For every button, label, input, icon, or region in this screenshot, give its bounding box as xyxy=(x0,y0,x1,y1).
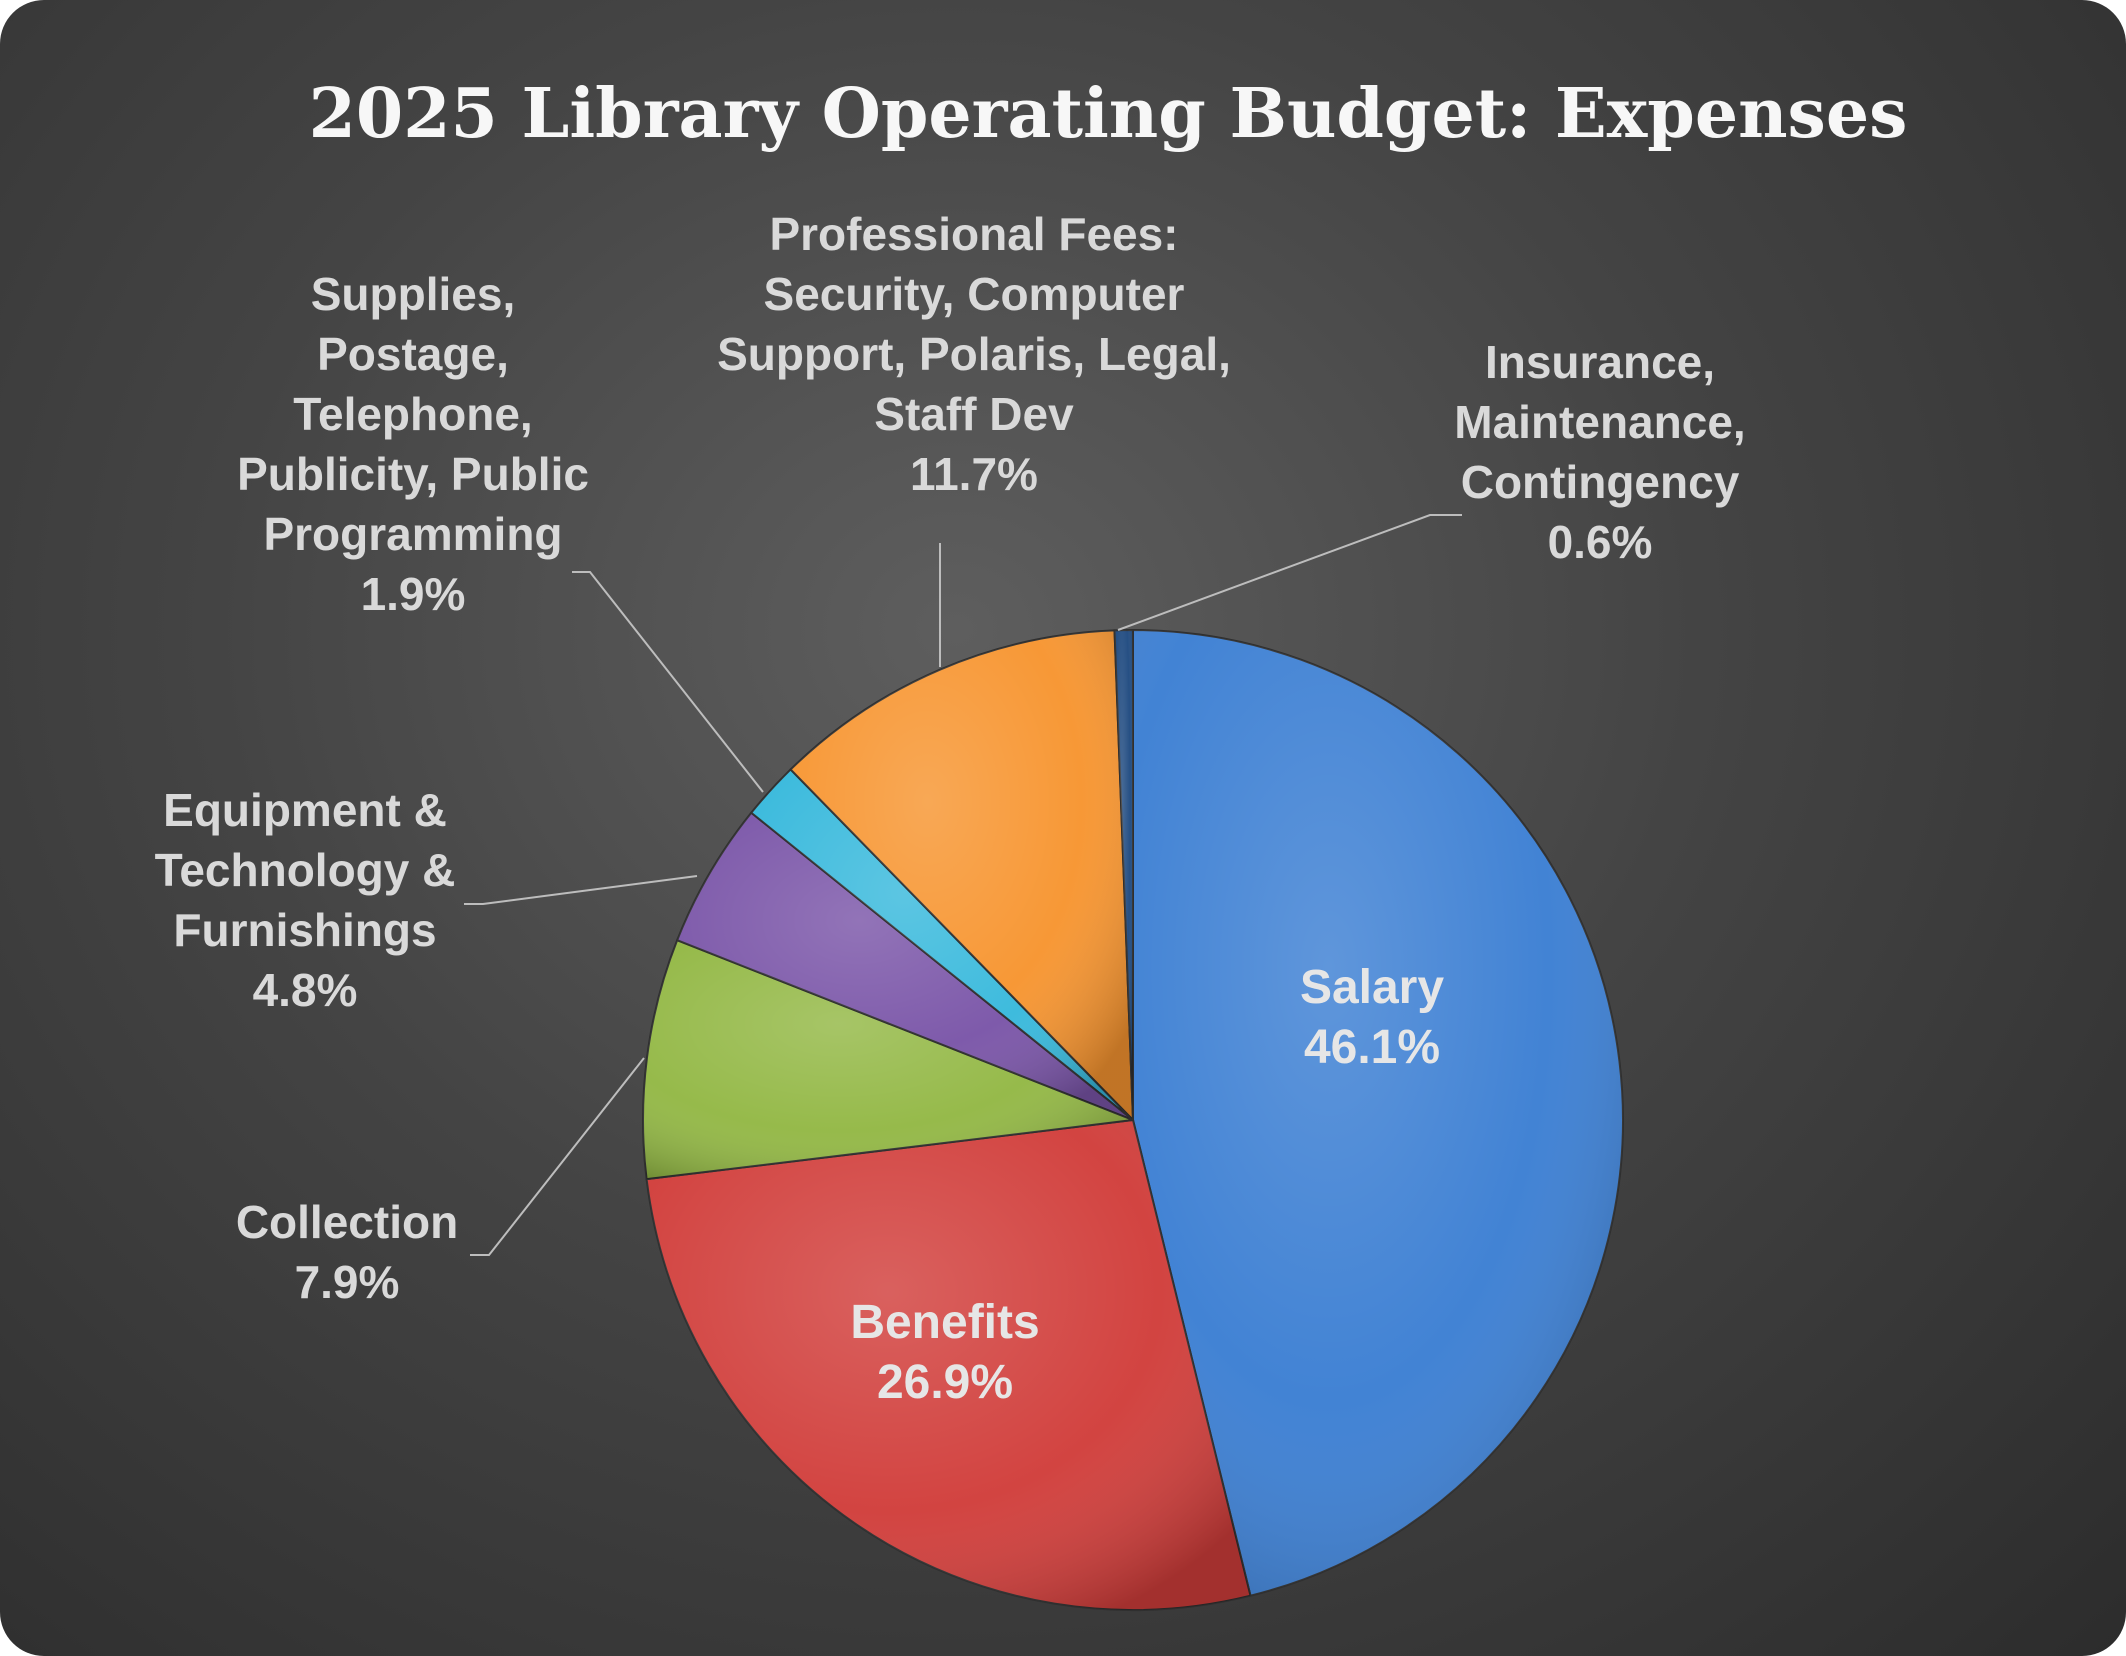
slice-shading-salary xyxy=(1133,630,1623,1596)
slice-shading-insurance xyxy=(1114,630,1133,1120)
chart-title: 2025 Library Operating Budget: Expenses xyxy=(309,74,1908,154)
slice-label-professional-fees: Professional Fees: Security, Computer Supp… xyxy=(717,208,1231,500)
slice-shading-equipment xyxy=(677,812,1133,1120)
leader-line-collection xyxy=(470,1057,645,1256)
slice-labels: Salary 46.1% Benefits 26.9% Collection 7.9% Eq… xyxy=(155,208,1746,1409)
slice-shading-professional-fees xyxy=(790,630,1133,1120)
slice-label-collection: Collection 7.9% xyxy=(236,1196,458,1308)
leader-line-equipment xyxy=(464,875,698,905)
slice-label-benefits: Benefits 26.9% xyxy=(850,1296,1039,1409)
slice-label-salary: Salary 46.1% xyxy=(1300,961,1444,1074)
slice-shading-supplies xyxy=(751,769,1133,1120)
leader-line-supplies xyxy=(572,571,764,793)
leader-lines xyxy=(464,514,1462,1256)
slice-shading-benefits xyxy=(646,1120,1251,1610)
slice-label-supplies: Supplies, Postage, Telephone, Publicity, Pu… xyxy=(237,268,589,620)
slice-shading-collection xyxy=(643,940,1133,1180)
leader-line-insurance xyxy=(1117,514,1462,631)
slice-label-insurance: Insurance, Maintenance, Contingency 0.6% xyxy=(1454,336,1745,568)
slice-label-equipment: Equipment & Technology & Furnishings 4.8% xyxy=(155,784,456,1016)
pie-slices xyxy=(642,628,1624,1611)
